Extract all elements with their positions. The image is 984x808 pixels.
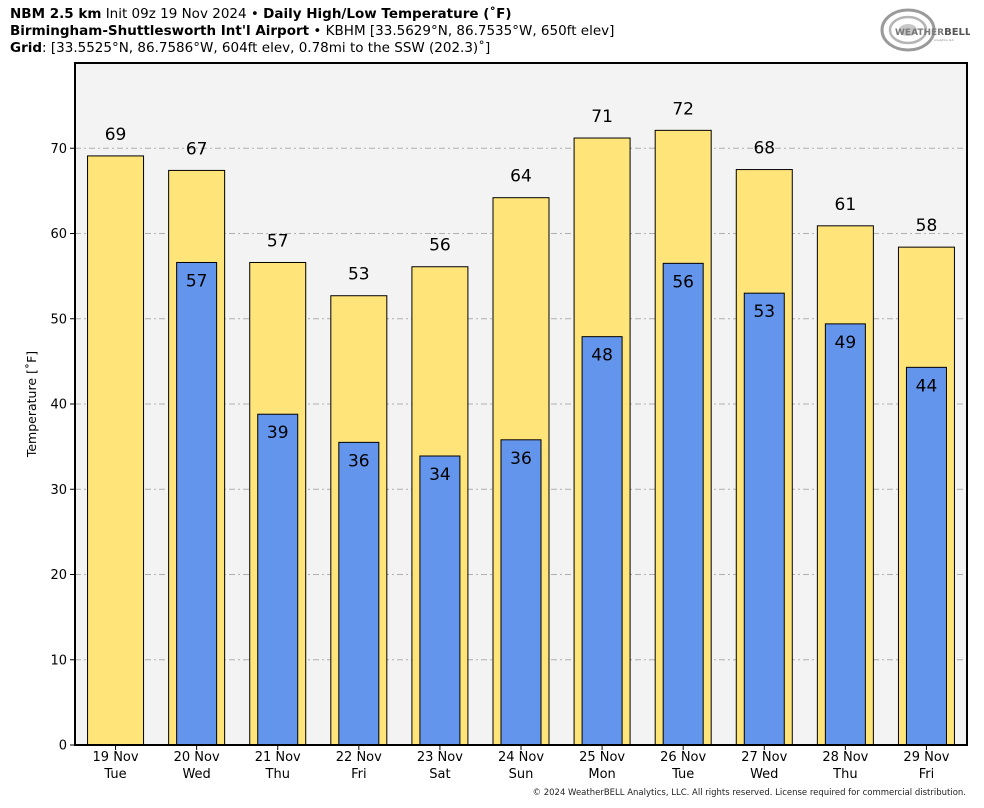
bullet-sep: • — [250, 6, 259, 22]
x-tick-date: 24 Nov — [498, 750, 544, 765]
x-tick-day: Thu — [832, 767, 857, 782]
header-line-2: Birmingham-Shuttlesworth Int'l Airport •… — [10, 23, 614, 40]
x-tick-date: 26 Nov — [660, 750, 706, 765]
x-tick-date: 19 Nov — [93, 750, 139, 765]
x-tick-date: 28 Nov — [822, 750, 868, 765]
low-bar — [419, 455, 461, 746]
high-value-label: 57 — [267, 231, 289, 251]
high-value-label: 68 — [753, 139, 775, 159]
x-tick-day: Tue — [671, 767, 694, 782]
x-tick-day: Fri — [919, 767, 935, 782]
high-value-label: 69 — [105, 125, 127, 145]
logo-swirl-inner — [888, 15, 928, 45]
station-info: KBHM [33.5629°N, 86.7535°W, 650ft elev] — [325, 23, 615, 39]
low-value-label: 57 — [186, 271, 208, 291]
high-value-label: 58 — [916, 216, 938, 236]
x-tick-day: Sun — [509, 767, 534, 782]
low-value-label: 36 — [348, 451, 370, 471]
y-tick-label: 0 — [59, 739, 67, 754]
y-tick-label: 30 — [50, 483, 67, 498]
high-value-label: 61 — [835, 195, 857, 215]
low-bar — [581, 336, 623, 746]
x-tick-date: 23 Nov — [417, 750, 463, 765]
low-bar — [338, 441, 380, 746]
high-value-label: 72 — [672, 99, 694, 119]
x-tick-day: Fri — [351, 767, 367, 782]
y-tick-label: 60 — [50, 227, 67, 242]
x-tick-date: 21 Nov — [255, 750, 301, 765]
y-tick-label: 40 — [50, 398, 67, 413]
station-name: Birmingham-Shuttlesworth Int'l Airport — [10, 23, 310, 39]
low-value-label: 56 — [672, 272, 694, 292]
logo-text: WEATHERBELL — [895, 27, 970, 38]
logo-swirl-core — [899, 24, 917, 36]
low-bar — [743, 292, 785, 746]
low-bar — [257, 413, 299, 746]
x-axis: 19 Nov Tue 20 Nov Wed 21 Nov Thu 22 Nov Fri 23 N… — [93, 745, 950, 782]
grid-label: Grid — [10, 40, 43, 56]
low-bars — [176, 261, 947, 746]
x-tick-date: 29 Nov — [903, 750, 949, 765]
low-bar — [500, 439, 542, 746]
x-tick-day: Thu — [265, 767, 290, 782]
weatherbell-logo: WEATHERBELL Analytics LLC — [880, 8, 970, 52]
x-tick-date: 22 Nov — [336, 750, 382, 765]
grid-info: : [33.5525°N, 86.7586°W, 604ft elev, 0.7… — [42, 40, 491, 56]
y-axis-label: Temperature [˚F] — [24, 351, 39, 458]
y-tick-label: 50 — [50, 312, 67, 327]
x-tick-day: Wed — [182, 767, 210, 782]
low-value-label: 36 — [510, 449, 532, 469]
logo-subtext: Analytics LLC — [934, 38, 954, 42]
low-value-label: 44 — [916, 376, 938, 396]
init-time: Init 09z 19 Nov 2024 — [105, 6, 247, 22]
header-line-1: NBM 2.5 km Init 09z 19 Nov 2024 • Daily … — [10, 6, 512, 23]
low-bar — [905, 366, 947, 746]
x-tick-date: 25 Nov — [579, 750, 625, 765]
bullet-sep: • — [313, 23, 322, 39]
x-tick-date: 27 Nov — [741, 750, 787, 765]
low-value-label: 49 — [835, 333, 857, 353]
low-bar — [824, 323, 866, 746]
high-value-label: 53 — [348, 265, 370, 285]
x-tick-day: Wed — [750, 767, 778, 782]
y-tick-label: 20 — [50, 568, 67, 583]
chart-title: Daily High/Low Temperature (˚F) — [263, 6, 512, 22]
x-tick-day: Sat — [429, 767, 450, 782]
copyright-notice: © 2024 WeatherBELL Analytics, LLC. All r… — [532, 788, 966, 798]
x-tick-date: 20 Nov — [174, 750, 220, 765]
high-value-label: 71 — [591, 107, 613, 127]
logo-swirl-outer — [880, 8, 936, 52]
y-axis: 0 10 20 30 40 50 60 70 — [50, 142, 75, 754]
low-bar — [662, 262, 704, 746]
low-bar — [176, 261, 218, 746]
y-tick-label: 10 — [50, 653, 67, 668]
high-bar — [87, 155, 145, 746]
x-tick-day: Mon — [588, 767, 615, 782]
high-value-label: 64 — [510, 167, 532, 187]
header-line-3: Grid: [33.5525°N, 86.7586°W, 604ft elev,… — [10, 40, 490, 57]
y-tick-label: 70 — [50, 142, 67, 157]
high-value-label: 67 — [186, 139, 208, 159]
low-value-label: 39 — [267, 423, 289, 443]
model-name: NBM 2.5 km — [10, 6, 102, 22]
data-labels: 69 67 57 57 39 53 36 56 34 64 36 71 48 72 56 68 53 61 49 58… — [105, 99, 938, 485]
low-value-label: 34 — [429, 465, 451, 485]
low-value-label: 53 — [753, 302, 775, 322]
high-value-label: 56 — [429, 236, 451, 256]
x-tick-day: Tue — [103, 767, 126, 782]
low-value-label: 48 — [591, 346, 613, 366]
